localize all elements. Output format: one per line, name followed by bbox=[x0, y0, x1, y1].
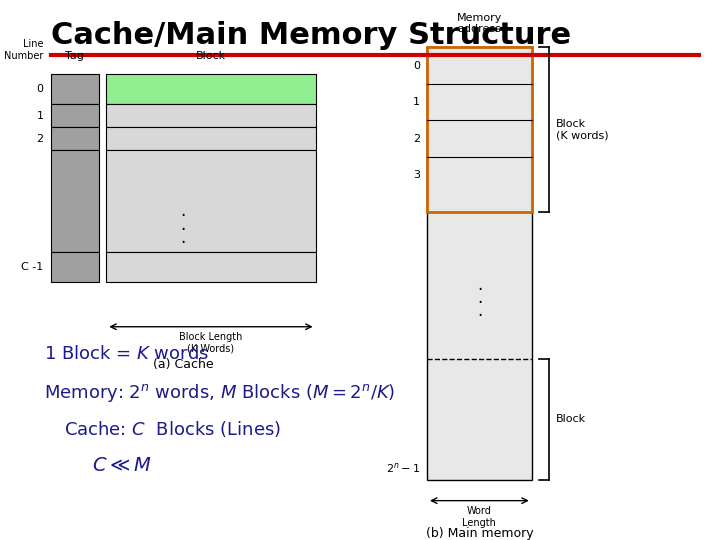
Text: Block Length
(K Words): Block Length (K Words) bbox=[179, 332, 243, 354]
Text: Memory: $2^n$ words, $M$ Blocks ($M = 2^n$/$K$): Memory: $2^n$ words, $M$ Blocks ($M = 2^… bbox=[43, 382, 395, 404]
Bar bbox=[50, 74, 99, 104]
Text: (b) Main memory: (b) Main memory bbox=[426, 527, 534, 540]
Text: $\mathit{1}$ Block = $\mathit{K}$ words: $\mathit{1}$ Block = $\mathit{K}$ words bbox=[43, 345, 209, 363]
Text: .: . bbox=[181, 202, 186, 220]
Text: Block: Block bbox=[196, 51, 226, 60]
Text: .: . bbox=[477, 302, 482, 320]
Bar bbox=[427, 48, 531, 212]
Bar bbox=[107, 104, 315, 127]
Text: Memory
address: Memory address bbox=[456, 12, 502, 34]
Text: .: . bbox=[477, 276, 482, 294]
Bar bbox=[50, 150, 99, 252]
Text: 2: 2 bbox=[37, 134, 43, 144]
Text: 0: 0 bbox=[37, 84, 43, 94]
Text: Cache: $C$  Blocks (Lines): Cache: $C$ Blocks (Lines) bbox=[65, 419, 282, 439]
Bar bbox=[50, 252, 99, 282]
Text: Block: Block bbox=[556, 414, 586, 424]
Bar bbox=[107, 150, 315, 252]
Text: 0: 0 bbox=[413, 60, 420, 71]
Text: 3: 3 bbox=[413, 170, 420, 180]
Bar bbox=[107, 127, 315, 150]
Text: (a) Cache: (a) Cache bbox=[153, 359, 213, 372]
Bar bbox=[107, 252, 315, 282]
Text: Block
(K words): Block (K words) bbox=[556, 119, 608, 140]
Text: $C \ll M$: $C \ll M$ bbox=[92, 456, 153, 475]
Text: 2: 2 bbox=[413, 134, 420, 144]
Text: .: . bbox=[181, 215, 186, 233]
Bar bbox=[427, 48, 531, 480]
Text: .: . bbox=[181, 228, 186, 247]
Text: Line
Number: Line Number bbox=[4, 39, 43, 60]
Text: 1: 1 bbox=[37, 111, 43, 120]
Bar bbox=[50, 104, 99, 127]
Bar bbox=[107, 74, 315, 104]
Text: .: . bbox=[477, 289, 482, 307]
Text: C -1: C -1 bbox=[22, 262, 43, 272]
Text: Word
Length: Word Length bbox=[462, 506, 496, 528]
Text: Cache/Main Memory Structure: Cache/Main Memory Structure bbox=[50, 21, 571, 50]
Text: 1: 1 bbox=[413, 97, 420, 107]
Bar bbox=[50, 127, 99, 150]
Text: $2^n - 1$: $2^n - 1$ bbox=[386, 461, 420, 475]
Text: Tag: Tag bbox=[66, 51, 84, 60]
